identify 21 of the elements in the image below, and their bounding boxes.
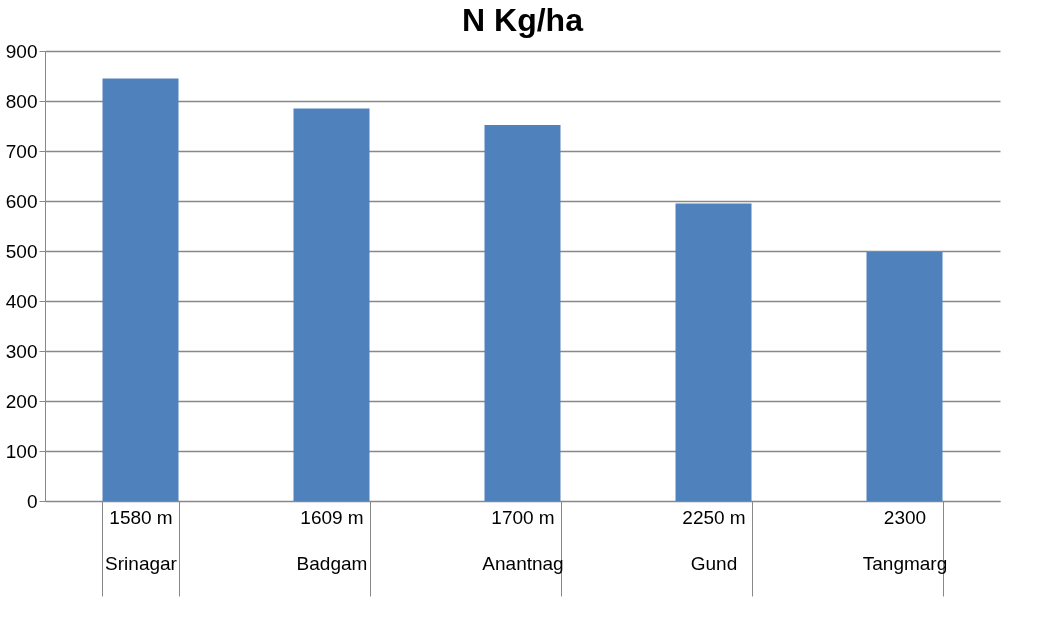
category-label: 1609 m Badgam (296, 506, 368, 574)
y-tick-label: 700 (5, 140, 38, 162)
bar (293, 108, 370, 501)
bar (102, 78, 179, 501)
y-tick-label: 500 (5, 240, 38, 262)
y-tick-label: 0 (26, 490, 38, 512)
category-label: 1580 m Srinagar (105, 506, 177, 574)
y-tick-label: 400 (5, 290, 38, 312)
category-label: 1700 m Anantnag (482, 506, 564, 574)
y-tick-label: 900 (5, 40, 38, 62)
y-tick-label: 800 (5, 90, 38, 112)
bar (675, 203, 752, 501)
y-tick-label: 600 (5, 190, 38, 212)
chart-title: N Kg/ha (462, 2, 584, 38)
category-label: 2250 m Gund (682, 506, 746, 574)
y-tick-label: 200 (5, 390, 38, 412)
y-tick-label: 100 (5, 440, 38, 462)
bar (866, 252, 943, 501)
y-tick-label: 300 (5, 340, 38, 362)
bar (484, 125, 561, 501)
category-label: 2300 Tangmarg (862, 506, 948, 574)
